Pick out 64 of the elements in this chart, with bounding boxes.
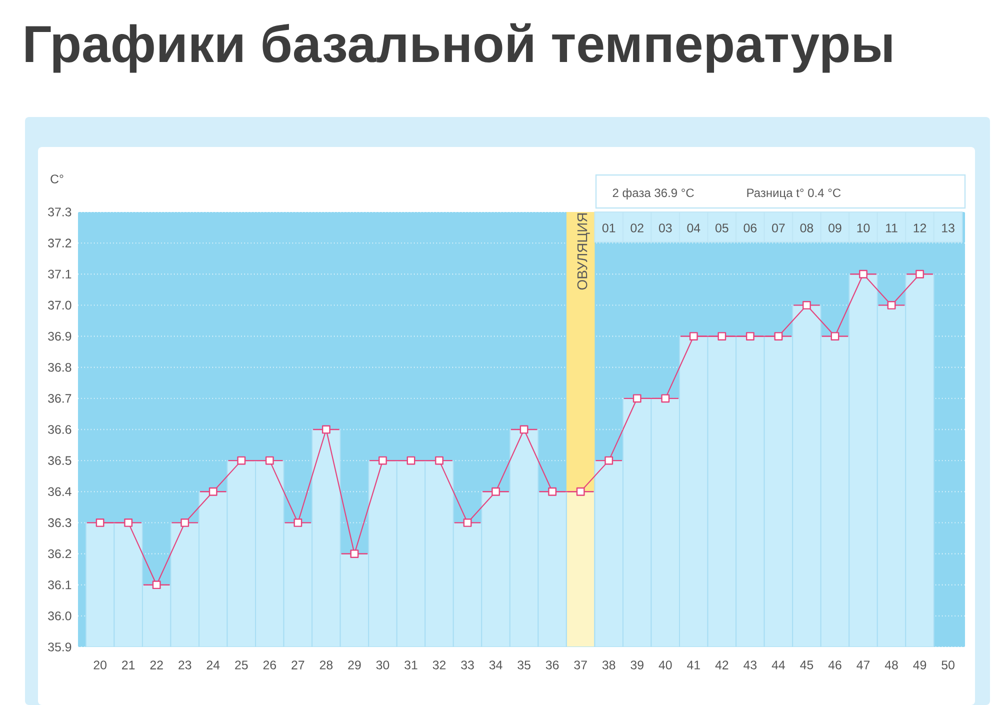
y-tick-label: 36.0: [48, 612, 72, 620]
x-tick-label: 30: [376, 660, 390, 670]
y-tick-label: 37.1: [48, 270, 72, 279]
y-tick-label: 36.5: [48, 456, 72, 465]
x-tick-label: 24: [206, 660, 220, 670]
y-tick-label: 36.9: [48, 332, 72, 341]
y-tick-label: 36.2: [48, 549, 72, 558]
x-tick-label: 35: [518, 660, 530, 670]
x-tick-label: 20: [94, 660, 106, 670]
x-tick-label: 40: [658, 660, 672, 670]
x-tick-label: 50: [942, 660, 954, 670]
x2-tick-label: 09: [828, 224, 842, 232]
x2-tick-label: 01: [602, 224, 616, 232]
x2-tick-label: 03: [658, 224, 672, 232]
x2-tick-label: 08: [800, 224, 814, 232]
x-tick-label: 43: [744, 660, 757, 670]
x-tick-label: 34: [489, 660, 502, 670]
x2-tick-label: 13: [942, 224, 954, 232]
x-tick-label: 21: [122, 660, 135, 670]
y-tick-label: 36.4: [48, 487, 72, 496]
y-tick-label: 36.1: [48, 580, 72, 590]
band-label: ОВУЛЯЦИЯ: [577, 213, 590, 290]
x-tick-label: 29: [348, 660, 361, 670]
y-tick-label: 36.7: [48, 394, 72, 403]
x-tick-label: 45: [800, 660, 814, 670]
x2-tick-label: 11: [886, 224, 898, 232]
x-tick-label: 39: [630, 660, 644, 670]
x-tick-label: 22: [150, 660, 163, 670]
x-tick-label: 42: [715, 660, 728, 670]
x-tick-label: 47: [856, 660, 870, 670]
x-tick-label: 26: [263, 660, 276, 670]
y-tick-label: 37.2: [48, 238, 72, 248]
y-tick-label: 36.8: [48, 362, 72, 372]
x-tick-label: 48: [884, 660, 898, 670]
x2-tick-label: 04: [687, 224, 700, 232]
y-tick-label: 35.9: [48, 642, 72, 652]
x-tick-label: 27: [292, 660, 304, 670]
x2-tick-label: 05: [715, 224, 728, 232]
x-tick-label: 25: [235, 660, 248, 670]
x-tick-label: 44: [772, 660, 785, 670]
x-tick-label: 41: [687, 660, 700, 670]
x2-tick-label: 07: [772, 224, 785, 232]
x-tick-label: 49: [913, 660, 926, 670]
x-tick-label: 32: [432, 660, 446, 670]
x2-tick-label: 10: [857, 224, 870, 232]
x-tick-label: 23: [178, 660, 192, 670]
x-tick-label: 28: [320, 660, 333, 670]
text: 2 фаза 36.9 °C: [612, 188, 694, 200]
x-tick-label: 46: [828, 660, 842, 670]
y-tick-label: 36.6: [48, 425, 72, 434]
x2-tick-label: 12: [914, 224, 926, 232]
y-tick-label: 37.3: [48, 208, 72, 216]
x-tick-label: 36: [546, 660, 559, 670]
text: Разница t° 0.4 °C: [747, 188, 841, 200]
y-tick-label: 37.0: [48, 300, 72, 310]
y-axis-title: C°: [50, 174, 64, 184]
x2-tick-label: 02: [630, 224, 644, 232]
x-tick-label: 31: [404, 660, 418, 670]
x-tick-label: 38: [602, 660, 616, 670]
chart-title: Графики базальной температуры: [26, 23, 892, 73]
x-tick-label: 37: [574, 660, 587, 670]
x-tick-label: 33: [461, 660, 474, 670]
y-tick-label: 36.3: [48, 518, 72, 528]
x2-tick-label: 06: [744, 224, 757, 232]
